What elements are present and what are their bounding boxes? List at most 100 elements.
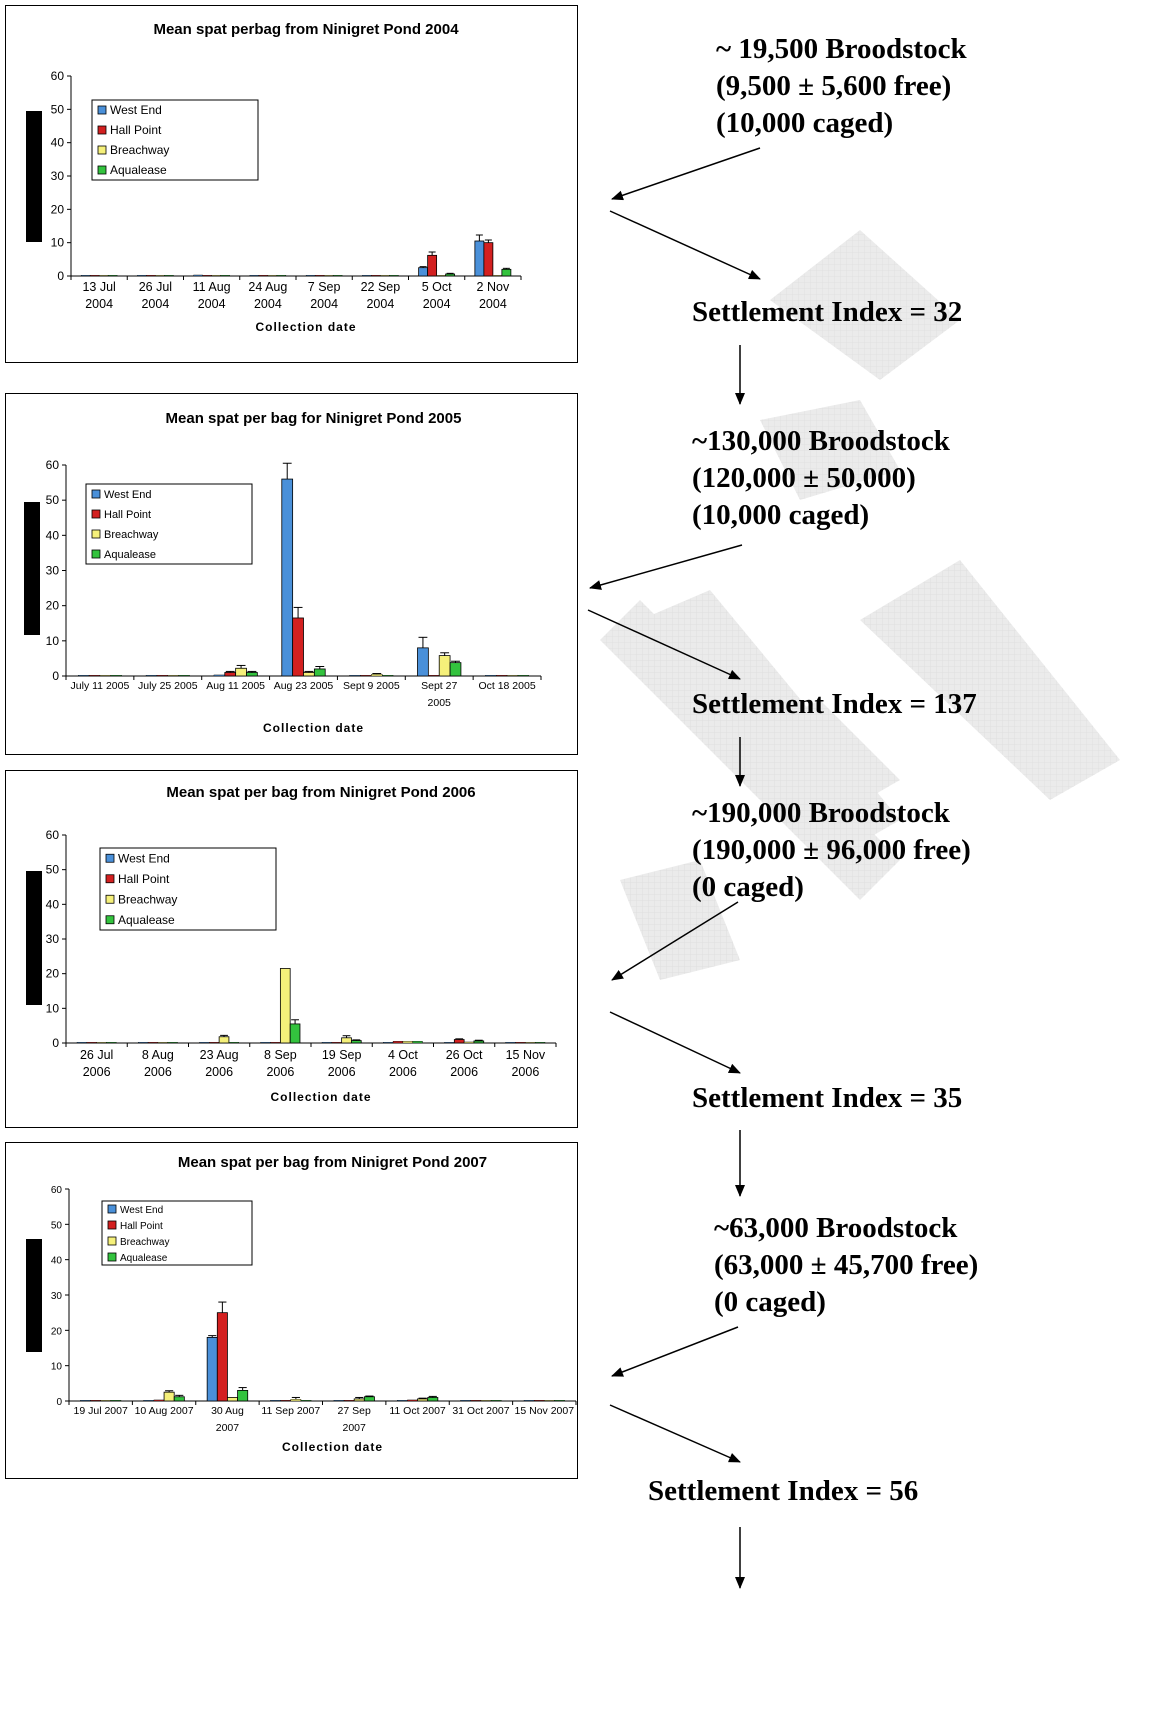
broodstock-2004-caged: (10,000 caged) <box>716 107 894 139</box>
x-tick-label: 22 Sep <box>361 280 401 294</box>
bar-hall-point <box>515 1042 526 1044</box>
x-tick-label: Aug 11 2005 <box>206 680 265 692</box>
bar-aqualease <box>517 675 529 677</box>
bar-aqualease <box>351 1040 362 1044</box>
bar-hall-point <box>496 675 508 677</box>
bar-west-end <box>143 1400 155 1402</box>
legend-swatch <box>97 105 107 115</box>
broodstock-2005-caged: (10,000 caged) <box>692 499 870 531</box>
bar-west-end <box>523 1400 535 1402</box>
arrow-to-si3 <box>609 1011 741 1074</box>
bar-aqualease <box>382 675 394 677</box>
y-tick-label: 50 <box>51 1220 63 1231</box>
bar-hall-point <box>216 1312 228 1402</box>
bar-aqualease <box>300 1400 312 1402</box>
bar-hall-point <box>89 275 100 277</box>
bar-west-end <box>321 1042 333 1044</box>
legend-label: Hall Point <box>104 509 151 521</box>
y-tick-label: 0 <box>57 269 64 283</box>
y-tick-label: 20 <box>46 599 60 613</box>
legend-label: Hall Point <box>120 1221 163 1232</box>
bar-aqualease <box>501 268 512 277</box>
bar-hall-point <box>392 1041 404 1044</box>
settlement-index-2006: Settlement Index = 35 <box>692 1082 963 1114</box>
bar-west-end <box>474 240 485 277</box>
y-tick-label: 0 <box>56 1397 62 1408</box>
bar-breachway <box>506 675 519 677</box>
bar-hall-point <box>88 675 101 677</box>
legend-swatch <box>105 894 115 904</box>
x-tick-label: 2006 <box>144 1065 172 1079</box>
bar-breachway <box>163 1391 175 1402</box>
y-tick-label: 50 <box>51 102 65 116</box>
x-tick-label: Sept 27 <box>421 680 457 692</box>
bar-hall-point <box>209 1042 220 1044</box>
bar-breachway <box>279 968 291 1044</box>
bar-hall-point <box>427 254 438 277</box>
bar-hall-point <box>331 1042 342 1044</box>
y-tick-label: 40 <box>46 528 60 542</box>
x-tick-label: 2005 <box>428 697 452 709</box>
legend-swatch <box>105 874 115 884</box>
x-tick-label: 2004 <box>254 297 282 311</box>
bar-breachway <box>96 1042 107 1044</box>
settlement-index-2004: Settlement Index = 32 <box>692 296 963 328</box>
broodstock-2004-block: ~ 19,500 Broodstock (9,500 ± 5,600 free)… <box>716 31 967 142</box>
settlement-index-2005: Settlement Index = 137 <box>692 688 977 720</box>
legend-swatch <box>97 165 107 175</box>
bar-breachway <box>436 275 446 277</box>
legend-label: West End <box>104 489 152 501</box>
chart-title: Mean spat per bag for Ninigret Pond 2005 <box>166 410 462 427</box>
bar-west-end <box>137 275 147 277</box>
bar-breachway <box>438 655 451 677</box>
bar-aqualease <box>178 675 190 677</box>
x-tick-label: 5 Oct <box>422 280 452 294</box>
bar-aqualease <box>246 672 258 677</box>
y-axis-label-mask <box>26 111 42 242</box>
bar-west-end <box>213 674 225 677</box>
x-tick-label: 2006 <box>450 1065 478 1079</box>
x-tick-label: 11 Oct 2007 <box>389 1405 446 1417</box>
y-tick-label: 60 <box>46 828 60 842</box>
bar-hall-point <box>146 275 156 277</box>
bar-aqualease <box>237 1389 249 1402</box>
bar-breachway <box>157 1042 168 1044</box>
x-axis-label: Collection date <box>263 721 364 735</box>
bar-west-end <box>138 1042 149 1044</box>
bar-breachway <box>525 1042 536 1044</box>
chart-title: Mean spat per bag from Ninigret Pond 200… <box>178 1154 487 1171</box>
y-tick-label: 40 <box>51 1256 63 1267</box>
x-tick-label: 11 Sep 2007 <box>261 1405 320 1417</box>
x-tick-label: 7 Sep <box>308 280 341 294</box>
bar-hall-point <box>314 275 325 277</box>
bar-breachway <box>544 1400 555 1402</box>
y-axis-label-mask <box>26 1239 42 1352</box>
x-tick-label: 26 Oct <box>446 1048 483 1062</box>
x-tick-label: 10 Aug 2007 <box>135 1405 194 1417</box>
bar-breachway <box>402 1041 413 1044</box>
bar-west-end <box>76 1042 88 1044</box>
bar-hall-point <box>371 275 381 277</box>
y-tick-label: 0 <box>52 1036 59 1050</box>
bar-aqualease <box>289 1023 301 1044</box>
bar-breachway <box>463 1041 475 1044</box>
bar-aqualease <box>228 1042 239 1044</box>
bar-aqualease <box>445 273 456 277</box>
broodstock-2005-free: (120,000 ± 50,000) <box>692 462 916 494</box>
bar-breachway <box>218 1036 230 1044</box>
legend-label: Breachway <box>120 1237 169 1248</box>
x-tick-label: 2006 <box>205 1065 233 1079</box>
arrow-to-chart-2004 <box>611 147 761 201</box>
bar-west-end <box>397 1400 408 1402</box>
bar-hall-point <box>258 275 269 277</box>
x-tick-label: 19 Jul 2007 <box>74 1405 128 1417</box>
y-tick-label: 0 <box>52 669 59 683</box>
legend-label: Aqualease <box>120 1253 168 1264</box>
bar-aqualease <box>490 1400 502 1402</box>
bar-breachway <box>417 1398 429 1402</box>
x-tick-label: 2004 <box>85 297 113 311</box>
x-tick-label: 27 Sep <box>338 1405 371 1417</box>
bar-breachway <box>290 1399 302 1402</box>
bar-breachway <box>353 1398 365 1402</box>
y-tick-label: 50 <box>46 863 60 877</box>
